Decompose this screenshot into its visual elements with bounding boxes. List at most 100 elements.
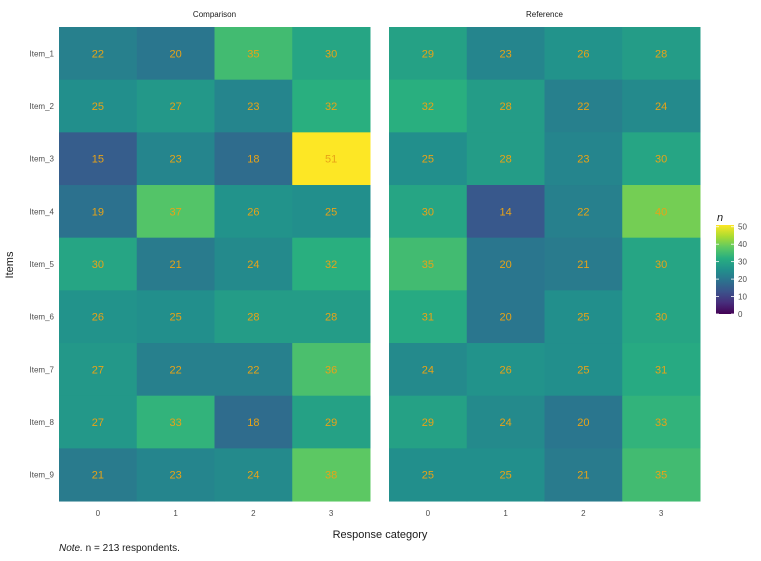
heatmap-cell: [544, 185, 623, 239]
cell-value-label: 28: [655, 48, 667, 60]
cell-value-label: 19: [92, 206, 104, 218]
cell-value-label: 23: [577, 154, 589, 166]
heatmap-cell: [622, 185, 701, 239]
heatmap-cell: [292, 237, 371, 291]
heatmap-cell: [292, 27, 371, 81]
heatmap-cell: [214, 290, 293, 344]
y-tick-label: Item_5: [30, 260, 55, 269]
cell-value-label: 20: [577, 417, 589, 429]
legend-tick-label: 10: [738, 293, 747, 302]
cell-value-label: 22: [247, 364, 259, 376]
heatmap-cell: [136, 237, 215, 291]
heatmap-cell: [622, 27, 701, 81]
heatmap-cell: [544, 290, 623, 344]
heatmap-cell: [214, 185, 293, 239]
heatmap-cell: [544, 27, 623, 81]
heatmap-cell: [136, 448, 215, 502]
cell-value-label: 30: [655, 312, 667, 324]
color-legend: n 0 10 20 30 40 50: [716, 212, 747, 319]
cell-value-label: 22: [170, 364, 182, 376]
cell-value-label: 22: [577, 206, 589, 218]
heatmap-cell: [214, 79, 293, 133]
cell-value-label: 27: [170, 101, 182, 113]
cell-value-label: 37: [170, 206, 182, 218]
heatmap-cell: [136, 290, 215, 344]
heatmap-cell: [214, 448, 293, 502]
cell-value-label: 23: [500, 48, 512, 60]
heatmap-cell: [214, 27, 293, 81]
cell-value-label: 20: [170, 48, 182, 60]
y-tick-label: Item_1: [30, 49, 55, 58]
x-tick-label: 2: [251, 509, 256, 518]
cell-value-label: 25: [92, 101, 104, 113]
cell-value-label: 27: [92, 364, 104, 376]
heatmap-cell: [292, 448, 371, 502]
legend-tick-label: 20: [738, 275, 747, 284]
heatmap-cell: [59, 448, 138, 502]
y-tick-label: Item_3: [30, 155, 55, 164]
heatmap-cell: [466, 448, 545, 502]
heatmap-cell: [136, 395, 215, 449]
cell-value-label: 23: [170, 154, 182, 166]
heatmap-cell: [622, 132, 701, 186]
cell-value-label: 25: [422, 154, 434, 166]
y-tick-label: Item_8: [30, 418, 55, 427]
y-tick-label: Item_2: [30, 102, 55, 111]
heatmap-cell: [59, 27, 138, 81]
cell-value-label: 20: [500, 259, 512, 271]
heatmap-cell: [622, 395, 701, 449]
cell-value-label: 30: [92, 259, 104, 271]
x-tick-label: 2: [581, 509, 586, 518]
cell-value-label: 33: [170, 417, 182, 429]
heatmap-cell: [544, 395, 623, 449]
cell-value-label: 21: [577, 470, 589, 482]
x-tick-label: 0: [96, 509, 101, 518]
cell-value-label: 30: [655, 259, 667, 271]
y-tick-label: Item_9: [30, 471, 55, 480]
heatmap-cell: [544, 448, 623, 502]
cell-value-label: 31: [422, 312, 434, 324]
heatmap-cell: [622, 343, 701, 397]
cell-value-label: 28: [247, 312, 259, 324]
heatmap-cell: [59, 185, 138, 239]
cell-value-label: 38: [325, 470, 337, 482]
heatmap-cell: [466, 343, 545, 397]
cell-value-label: 35: [422, 259, 434, 271]
heatmap-cell: [622, 448, 701, 502]
cell-value-label: 24: [247, 470, 259, 482]
heatmap-cell: [466, 185, 545, 239]
cell-value-label: 25: [577, 312, 589, 324]
panel-reference: Reference 29 23 26 28 32 28 22 24 25 28 23 30 30 14 22 4…: [389, 10, 701, 502]
heatmap-cell: [136, 343, 215, 397]
heatmap-cell: [59, 290, 138, 344]
heatmap-cell: [389, 290, 468, 344]
heatmap-cell: [292, 290, 371, 344]
cell-value-label: 20: [500, 312, 512, 324]
cell-value-label: 25: [500, 470, 512, 482]
heatmap-cell: [389, 185, 468, 239]
legend-tick-label: 0: [738, 310, 743, 319]
heatmap-cell: [544, 79, 623, 133]
cell-value-label: 14: [500, 206, 512, 218]
note-prefix: Note.: [59, 543, 83, 554]
cell-value-label: 29: [422, 417, 434, 429]
heatmap-cell: [466, 27, 545, 81]
heatmap-cell: [389, 27, 468, 81]
cell-value-label: 27: [92, 417, 104, 429]
cell-value-label: 23: [170, 470, 182, 482]
cell-value-label: 31: [655, 364, 667, 376]
cell-value-label: 24: [500, 417, 512, 429]
legend-tick-label: 30: [738, 258, 747, 267]
cell-value-label: 21: [577, 259, 589, 271]
heatmap-cell: [59, 237, 138, 291]
heatmap-cell: [214, 343, 293, 397]
y-tick-label: Item_4: [30, 207, 55, 216]
cell-value-label: 29: [422, 48, 434, 60]
cell-value-label: 18: [247, 154, 259, 166]
cell-value-label: 28: [500, 101, 512, 113]
heatmap-cell: [622, 79, 701, 133]
legend-tick-label: 50: [738, 223, 747, 232]
heatmap-cell: [389, 132, 468, 186]
cell-value-label: 30: [325, 48, 337, 60]
heatmap-cell: [466, 79, 545, 133]
